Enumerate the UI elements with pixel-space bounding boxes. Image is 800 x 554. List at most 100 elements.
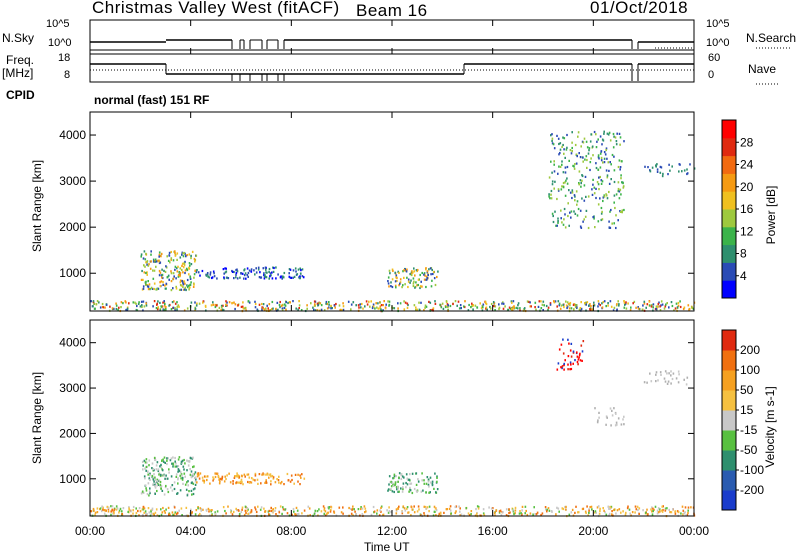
heatmap-cell (170, 250, 172, 254)
heatmap-cell (240, 510, 243, 514)
heatmap-cell (212, 301, 214, 304)
heatmap-cell (411, 491, 414, 495)
heatmap-cell (656, 512, 659, 515)
heatmap-cell (615, 143, 618, 146)
heatmap-cell (615, 140, 618, 143)
heatmap-cell (111, 307, 114, 310)
heatmap-cell (436, 475, 438, 478)
heatmap-cell (164, 287, 167, 290)
heatmap-cell (146, 263, 148, 266)
heatmap-cell (179, 489, 182, 492)
heatmap-cell (182, 283, 185, 286)
heatmap-cell (163, 493, 166, 496)
heatmap-cell (154, 258, 157, 261)
freq-bot-tick: 8 (64, 69, 71, 81)
heatmap-cell (403, 476, 405, 479)
heatmap-cell (209, 271, 212, 274)
heatmap-cell (599, 135, 602, 138)
heatmap-cell (570, 367, 573, 371)
heatmap-cell (272, 307, 274, 310)
heatmap-cell (587, 152, 590, 155)
heatmap-cell (485, 301, 487, 305)
heatmap-cell (171, 462, 173, 465)
heatmap-cell (582, 141, 585, 144)
heatmap-cell (292, 300, 294, 303)
heatmap-cell (284, 508, 286, 511)
heatmap-cell (348, 506, 350, 510)
heatmap-cell (318, 508, 320, 511)
heatmap-cell (653, 508, 655, 511)
heatmap-cell (628, 508, 631, 511)
heatmap-cell (434, 510, 436, 513)
x-ticks: 00:00 04:00 08:00 12:00 16:00 20:00 00:00 (75, 20, 709, 538)
heatmap-cell (121, 510, 123, 513)
heatmap-cell (163, 300, 165, 303)
heatmap-cell (445, 300, 448, 303)
heatmap-cell (189, 277, 192, 280)
heatmap-cell (591, 508, 593, 511)
heatmap-cell (212, 270, 215, 273)
heatmap-cell (557, 221, 559, 224)
heatmap-cell (149, 478, 151, 481)
heatmap-cell (413, 270, 416, 273)
heatmap-cell (618, 190, 621, 193)
heatmap-cell (177, 265, 179, 268)
heatmap-cell (189, 456, 192, 459)
heatmap-cell (263, 309, 266, 312)
heatmap-cell (171, 301, 174, 304)
heatmap-cell (574, 212, 577, 215)
heatmap-cell (226, 304, 228, 307)
heatmap-cell (254, 302, 257, 306)
heatmap-cell (262, 303, 265, 306)
heatmap-cell (287, 301, 289, 305)
heatmap-cell (556, 224, 558, 227)
heatmap-cell (572, 350, 575, 353)
heatmap-cell (425, 482, 428, 485)
heatmap-cell (120, 306, 122, 309)
heatmap-cell (619, 166, 622, 169)
heatmap-cell (253, 269, 255, 272)
colorbar-swatch (722, 450, 736, 471)
heatmap-cell (240, 474, 243, 477)
heatmap-cell (460, 307, 462, 310)
heatmap-cell (554, 180, 556, 183)
heatmap-cell (579, 225, 582, 228)
heatmap-cell (580, 301, 582, 304)
heatmap-cell (296, 513, 298, 516)
heatmap-cell (591, 193, 594, 196)
heatmap-cell (300, 269, 302, 272)
heatmap-cell (560, 304, 563, 307)
heatmap-cell (387, 282, 390, 285)
heatmap-cell (691, 306, 693, 309)
heatmap-cell (184, 286, 187, 289)
heatmap-cell (159, 271, 162, 274)
heatmap-cell (174, 252, 176, 255)
heatmap-cell (249, 511, 252, 514)
heatmap-cell (581, 359, 583, 362)
heatmap-cell (620, 177, 622, 180)
freq-panel (89, 53, 695, 83)
heatmap-cell (590, 157, 592, 160)
heatmap-cell (606, 416, 608, 419)
heatmap-cell (436, 488, 439, 491)
heatmap-cell (263, 274, 265, 277)
heatmap-cell (644, 165, 646, 168)
heatmap-cell (192, 482, 195, 485)
heatmap-cell (505, 514, 508, 517)
heatmap-cell (281, 307, 284, 310)
heatmap-cell (608, 182, 611, 185)
heatmap-cell (248, 269, 251, 272)
x-tick-label: 04:00 (176, 524, 206, 538)
colorbar-swatch (722, 490, 736, 511)
heatmap-cell (553, 160, 555, 163)
heatmap-cell (388, 285, 390, 288)
heatmap-cell (587, 195, 590, 198)
heatmap-cell (203, 479, 206, 482)
heatmap-cell (614, 424, 617, 427)
heatmap-cell (559, 142, 562, 145)
heatmap-cell (591, 308, 594, 312)
heatmap-cell (247, 480, 249, 484)
heatmap-cell (498, 307, 500, 311)
heatmap-cell (263, 277, 266, 280)
colorbar-tick-label: 24 (740, 158, 754, 172)
